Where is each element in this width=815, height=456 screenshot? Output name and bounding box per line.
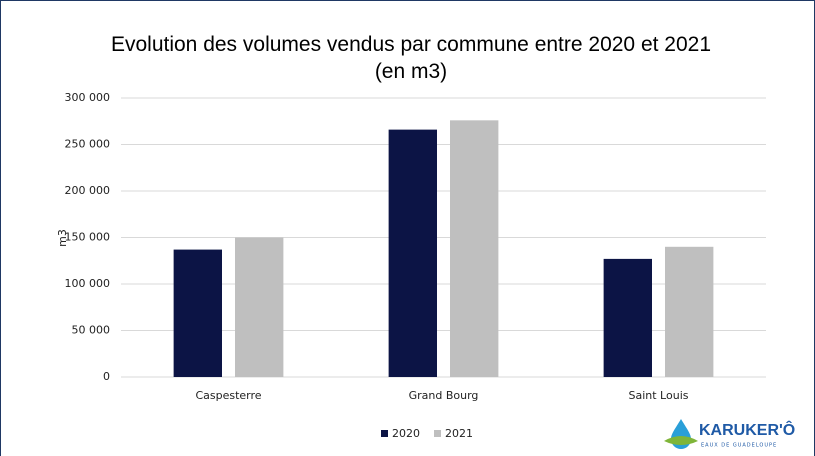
y-tick-label: 300 000	[65, 91, 111, 104]
logo-wave	[664, 436, 698, 445]
x-tick-label: Saint Louis	[629, 389, 689, 402]
bar	[603, 258, 652, 377]
y-tick-label: 150 000	[65, 231, 111, 244]
bar	[450, 120, 499, 377]
bar	[235, 237, 284, 377]
legend-label: 2020	[392, 427, 420, 440]
legend-label: 2021	[445, 427, 473, 440]
bar	[173, 249, 222, 377]
legend-swatch	[381, 430, 388, 437]
bar	[388, 129, 437, 377]
logo: KARUKER'Ô EAUX DE GUADELOUPE	[664, 419, 795, 449]
bar	[665, 246, 714, 377]
legend-swatch	[434, 430, 441, 437]
y-tick-label: 200 000	[65, 184, 111, 197]
y-tick-label: 0	[103, 370, 110, 383]
y-tick-label: 100 000	[65, 277, 111, 290]
chart-title: Evolution des volumes vendus par commune…	[110, 33, 712, 83]
x-tick-label: Grand Bourg	[409, 389, 479, 402]
y-tick-label: 50 000	[72, 324, 111, 337]
logo-text: KARUKER'Ô	[699, 420, 795, 439]
y-tick-label: 250 000	[65, 138, 111, 151]
x-tick-label: Caspesterre	[195, 389, 261, 402]
logo-tagline: EAUX DE GUADELOUPE	[701, 443, 777, 449]
y-axis-label: m3	[56, 229, 69, 247]
